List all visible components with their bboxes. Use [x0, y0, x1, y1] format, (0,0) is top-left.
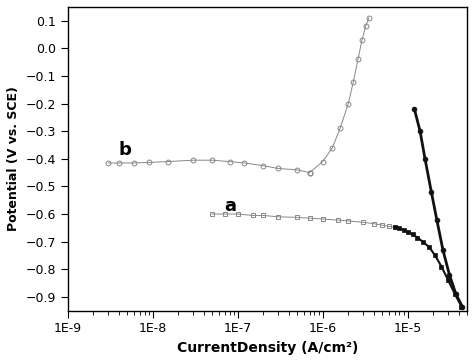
Text: a: a [225, 197, 237, 215]
Text: b: b [119, 141, 132, 159]
Y-axis label: Potential (V vs. SCE): Potential (V vs. SCE) [7, 87, 20, 231]
X-axis label: CurrentDensity (A/cm²): CurrentDensity (A/cm²) [177, 341, 358, 355]
